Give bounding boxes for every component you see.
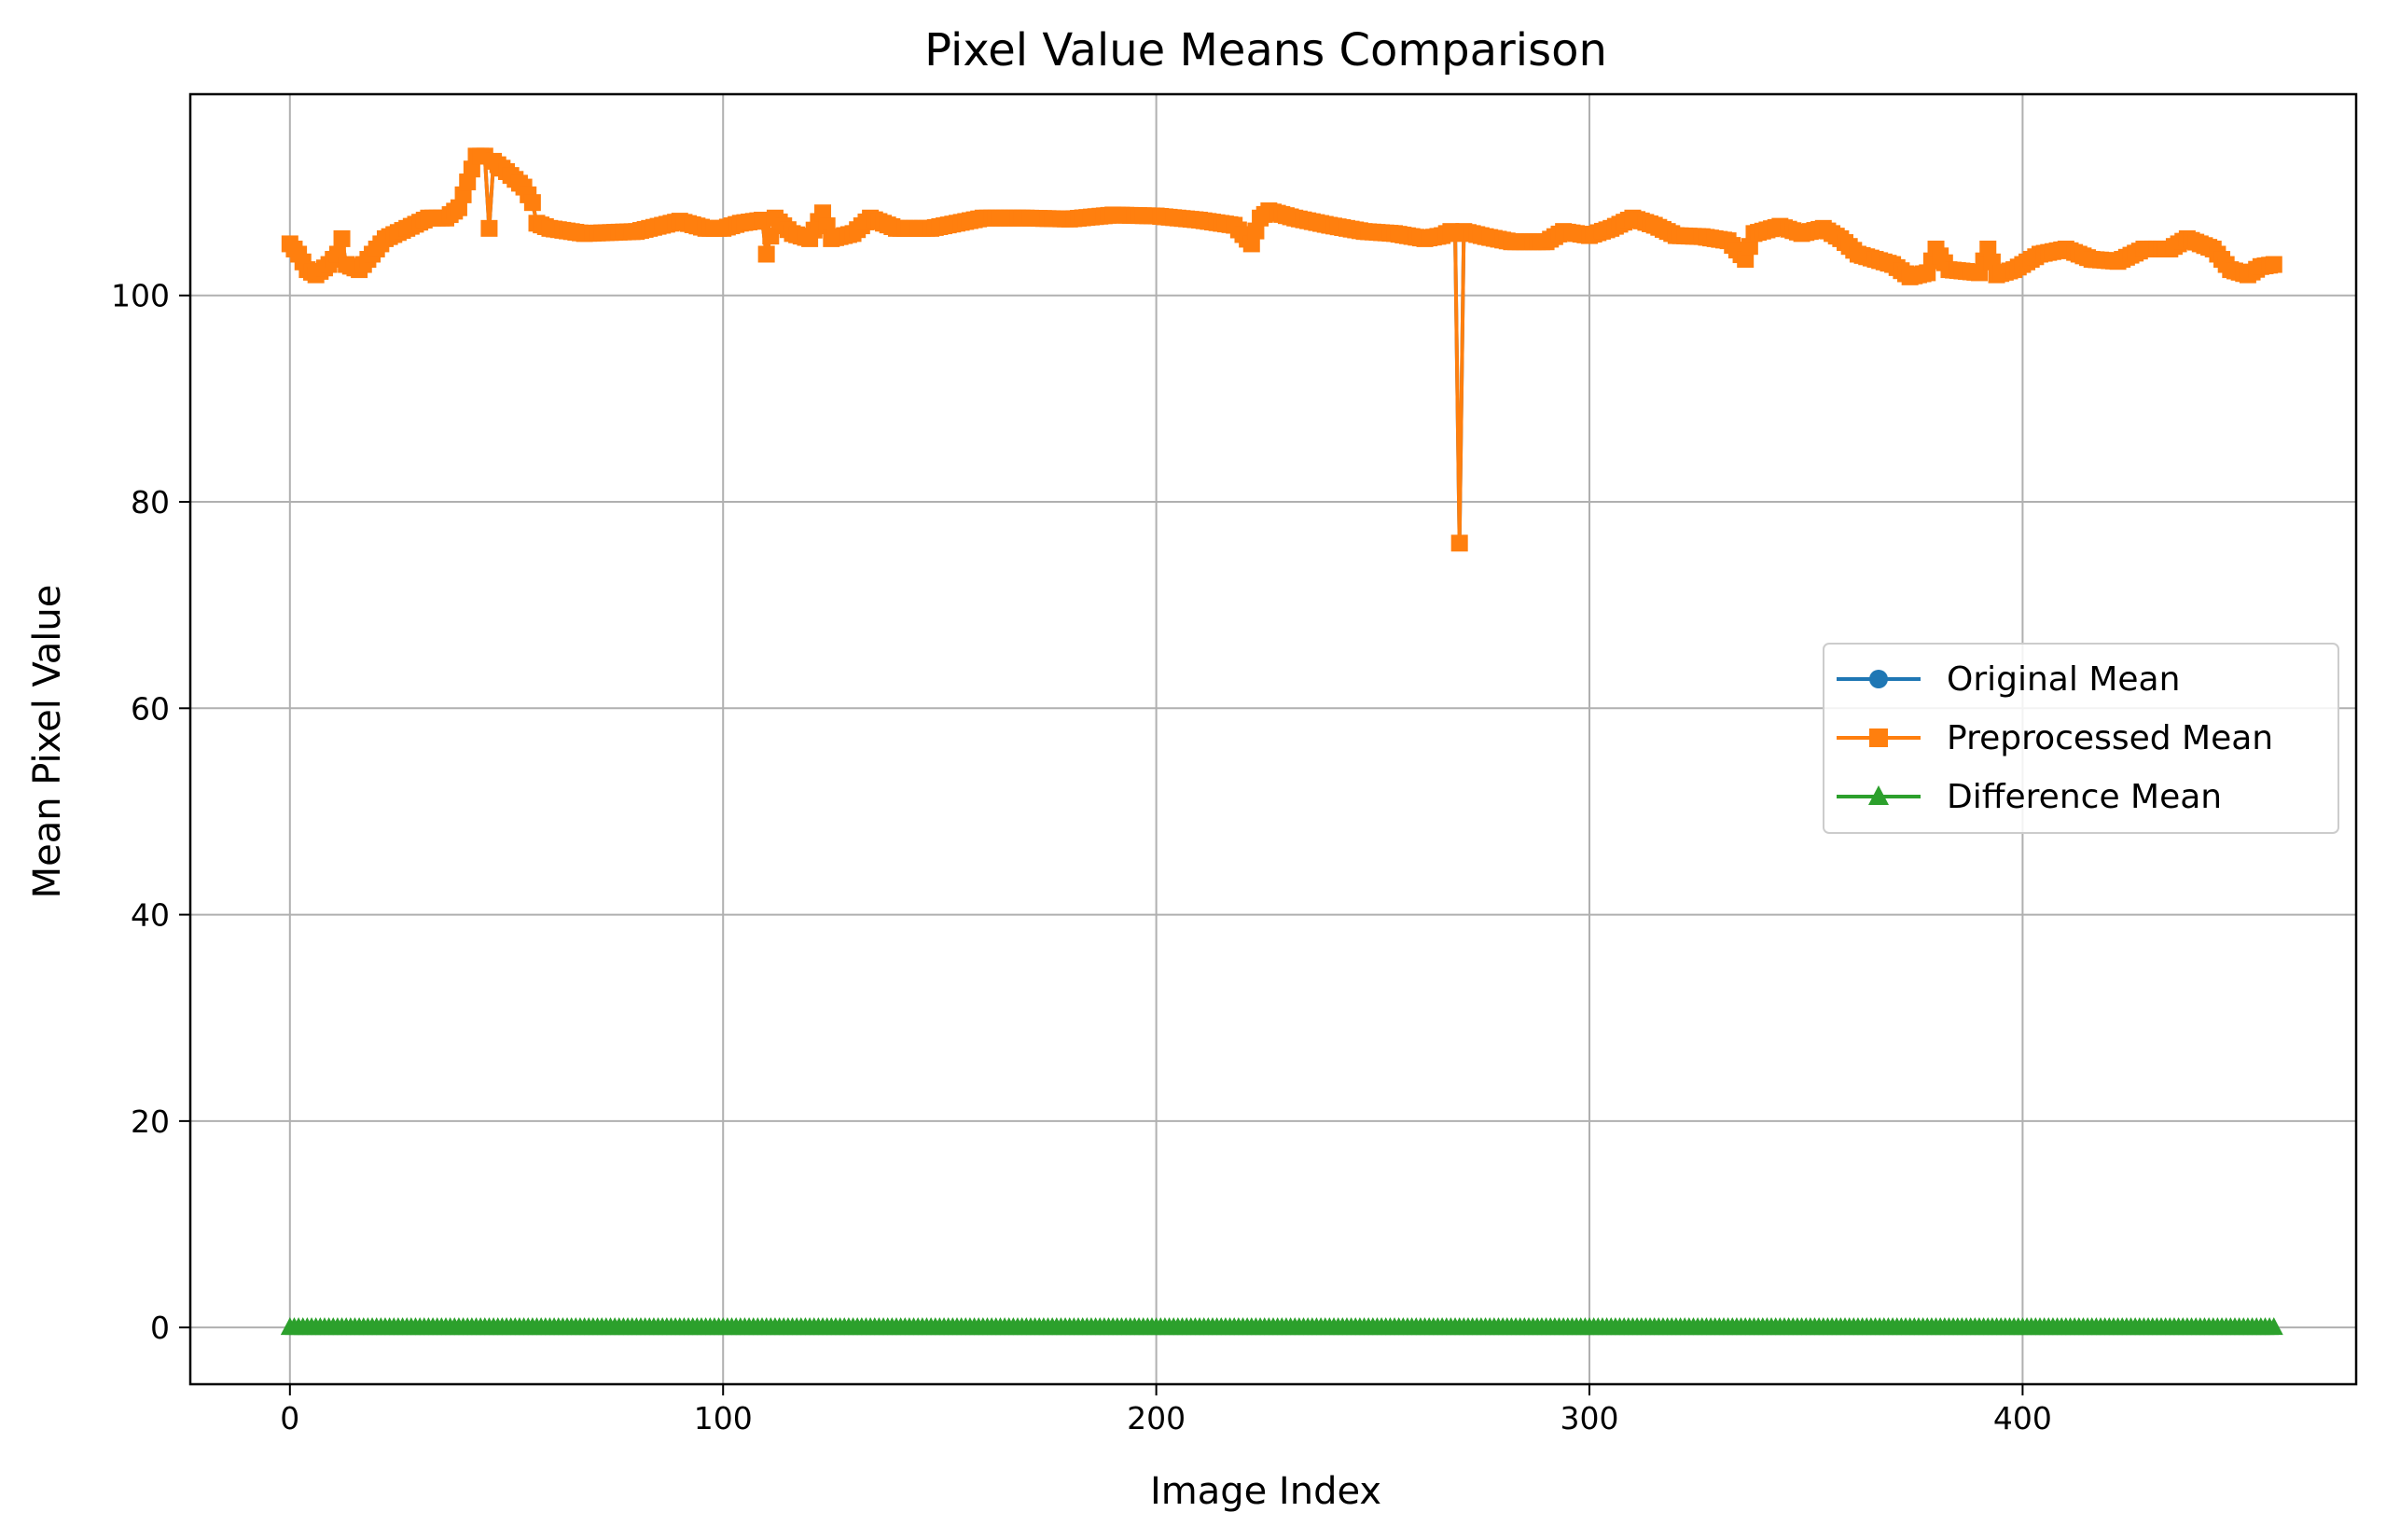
y-tick-label: 80 (131, 484, 170, 520)
legend-entry: Difference Mean (1837, 778, 2222, 816)
preprocessed-mean-point (762, 228, 780, 245)
preprocessed-mean-point (1741, 238, 1758, 256)
x-tick-label: 200 (1127, 1400, 1186, 1436)
preprocessed-mean-point (754, 211, 771, 229)
preprocessed-mean-point (1737, 251, 1755, 269)
preprocessed-mean-point (2265, 256, 2282, 273)
preprocessed-mean-point (757, 245, 775, 263)
preprocessed-mean-point (333, 229, 351, 247)
preprocessed-mean-point (463, 160, 480, 178)
legend-label: Difference Mean (1947, 778, 2222, 816)
grid (190, 94, 2356, 1384)
legend-label: Preprocessed Mean (1947, 719, 2273, 757)
y-tick-label: 0 (150, 1310, 170, 1346)
plot-frame (188, 92, 2358, 1386)
y-tick-label: 100 (111, 278, 170, 314)
legend-entry: Original Mean (1837, 660, 2180, 699)
y-tick-label: 20 (131, 1103, 170, 1140)
x-tick-label: 0 (280, 1400, 299, 1436)
legend-marker (1869, 670, 1888, 688)
preprocessed-mean-point (459, 173, 477, 191)
legend: Original Mean Preprocessed Mean Difference… (1823, 643, 2339, 834)
preprocessed-mean-point (450, 199, 467, 216)
preprocessed-mean-point (1247, 222, 1265, 240)
y-axis-label: Mean Pixel Value (26, 585, 69, 899)
preprocessed-mean-point (480, 219, 498, 237)
ticks: 0 100 200 300 400 0 20 40 60 80 100 (111, 278, 2052, 1436)
x-tick-label: 300 (1561, 1400, 1619, 1436)
preprocessed-mean-point (1450, 534, 1468, 552)
legend-box (1823, 643, 2339, 834)
series-layer (280, 147, 2283, 1336)
difference-mean-point (2264, 1317, 2283, 1336)
legend-label: Original Mean (1947, 660, 2180, 699)
x-tick-label: 100 (694, 1400, 753, 1436)
legend-marker (1868, 785, 1889, 805)
x-tick-label: 400 (1993, 1400, 2052, 1436)
legend-entry: Preprocessed Mean (1837, 719, 2273, 757)
series-preprocessed-mean (281, 147, 2282, 552)
preprocessed-mean-point (454, 186, 472, 203)
chart-title: Pixel Value Means Comparison (924, 24, 1607, 76)
preprocessed-mean-point (1979, 240, 1997, 257)
preprocessed-mean-point (814, 204, 832, 222)
y-tick-label: 60 (131, 690, 170, 727)
preprocessed-mean-point (523, 194, 541, 212)
preprocessed-mean-point (1242, 235, 1260, 253)
legend-marker (1869, 728, 1888, 747)
y-tick-label: 40 (131, 897, 170, 934)
series-difference-mean (280, 1317, 2283, 1336)
x-axis-label: Image Index (1150, 1470, 1381, 1513)
